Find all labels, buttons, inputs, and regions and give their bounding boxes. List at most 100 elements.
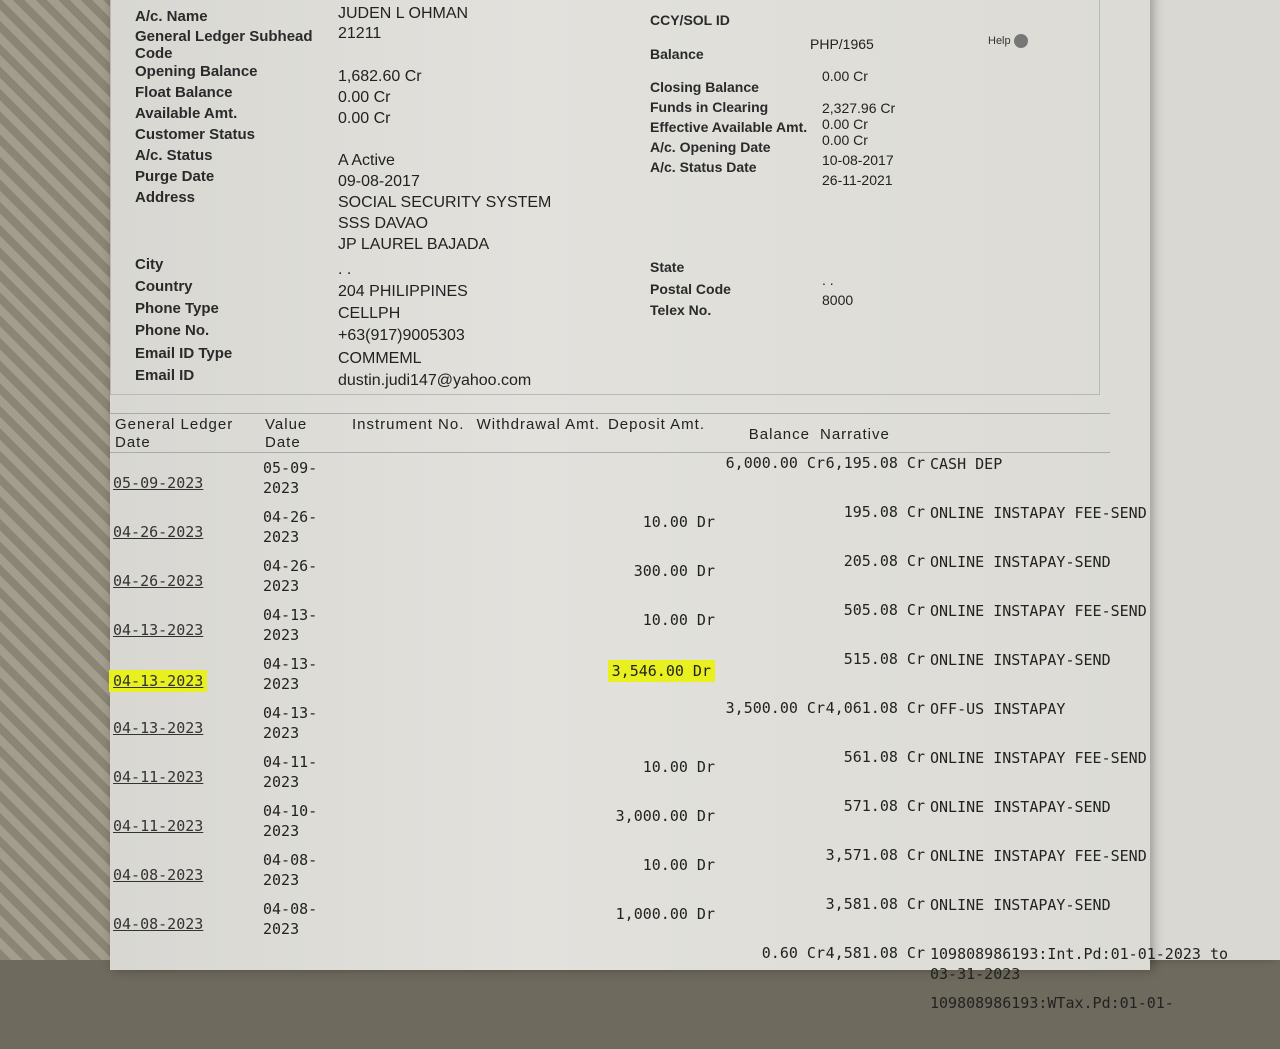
field-label: Opening Balance (135, 63, 258, 80)
field-value: PHP/1965 (810, 36, 874, 52)
field-label: CCY/SOL ID (650, 12, 730, 28)
field-value: dustin.judi147@yahoo.com (338, 372, 532, 389)
field-value: 1,682.60 Cr (338, 68, 422, 85)
field-value: 09-08-2017 (338, 173, 420, 190)
ledger-date-link[interactable]: 04-11-2023 (113, 817, 204, 835)
field-label: General Ledger Subhead Code (135, 28, 313, 62)
column-header: General Ledger Date (115, 416, 234, 451)
ledger-date-link[interactable]: 04-26-2023 (113, 523, 204, 541)
table-row: 04-26-2023 04-26-2023 300.00 Dr 205.08 Cr ON… (110, 552, 1111, 608)
field-value: 0.00 Cr (822, 68, 868, 84)
column-header: Balance (748, 426, 810, 443)
background-cloth (0, 0, 130, 960)
narrative: ONLINE INSTAPAY-SEND (930, 896, 1111, 914)
field-value: 0.00 Cr (822, 116, 868, 132)
field-value: 10-08-2017 (822, 152, 894, 168)
deposit-amount: 0.60 Cr (761, 944, 825, 962)
balance: 4,581.08 Cr (825, 944, 925, 962)
field-value: JP LAUREL BAJADA (338, 236, 490, 253)
balance: 515.08 Cr (843, 650, 925, 668)
withdrawal-amount: 1,000.00 Dr (615, 905, 715, 923)
field-label: Closing Balance (650, 79, 759, 95)
table-row: 04-13-2023 04-13-2023 3,500.00 Cr 4,061.08 … (110, 699, 1110, 755)
help-icon (1013, 34, 1028, 48)
narrative: ONLINE INSTAPAY FEE-SEND (930, 749, 1147, 767)
table-header: General Ledger Date Value Date Instrument … (110, 413, 1110, 453)
balance: 3,571.08 Cr (825, 846, 925, 864)
narrative: ONLINE INSTAPAY FEE-SEND (930, 504, 1147, 522)
field-value: 0.00 Cr (338, 110, 391, 127)
field-label: State (650, 259, 685, 275)
field-value: A Active (338, 152, 395, 169)
narrative: ONLINE INSTAPAY-SEND (930, 651, 1111, 669)
value-date: 04-26-2023 (263, 508, 318, 546)
value-date: 04-26-2023 (263, 557, 318, 595)
field-value: 204 PHILIPPINES (338, 283, 468, 300)
ledger-date-link[interactable]: 04-08-2023 (113, 915, 204, 933)
field-label: Phone Type (135, 300, 219, 317)
field-label: Phone No. (135, 322, 210, 339)
narrative: ONLINE INSTAPAY-SEND (930, 553, 1111, 571)
deposit-amount: 6,000.00 Cr (725, 454, 825, 472)
narrative: CASH DEP (930, 455, 1003, 473)
statement-page: Help A/c. Name JUDEN L OHMAN General Ledge… (109, 0, 1228, 1012)
balance: 205.08 Cr (843, 552, 925, 570)
narrative: 109808986193:Int.Pd:01-01-2023 to 03-31-… (930, 945, 1229, 983)
field-value: 26-11-2021 (822, 172, 893, 188)
field-value: . . (338, 261, 352, 278)
balance: 6,195.08 Cr (825, 454, 925, 472)
column-header: Value Date (265, 416, 308, 451)
table-row: 04-11-2023 04-11-2023 10.00 Dr 561.08 Cr ONL… (110, 748, 1147, 804)
table-row: 04-13-2023 04-13-2023 10.00 Dr 505.08 Cr ONL… (110, 601, 1147, 657)
field-value: 21211 (338, 25, 382, 42)
field-value: 2,327.96 Cr (822, 100, 896, 116)
ledger-date-link[interactable]: 04-08-2023 (113, 866, 204, 884)
ledger-date-link[interactable]: 04-13-2023 (113, 621, 204, 639)
ledger-date-link[interactable]: 04-26-2023 (113, 572, 204, 590)
field-label: Float Balance (135, 84, 233, 101)
ledger-date-link[interactable]: 04-13-2023 (113, 719, 204, 737)
deposit-amount: 3,500.00 Cr (725, 699, 825, 717)
withdrawal-amount: 10.00 Dr (642, 758, 715, 776)
value-date: 04-10-2023 (263, 802, 318, 840)
table-row: 04-08-2023 04-08-2023 1,000.00 Dr 3,581.08 … (110, 895, 1111, 951)
account-info-panel (110, 0, 1100, 395)
value-date: 04-11-2023 (263, 753, 318, 791)
balance: 505.08 Cr (843, 601, 925, 619)
value-date: 04-13-2023 (263, 704, 318, 742)
field-value: . . (822, 272, 834, 288)
field-label: City (135, 256, 164, 273)
field-value: +63(917)9005303 (338, 327, 465, 344)
field-label: Address (135, 189, 196, 206)
value-date: 04-08-2023 (263, 900, 318, 938)
withdrawal-amount: 300.00 Dr (633, 562, 715, 580)
field-value: COMMEML (338, 350, 422, 367)
column-header: Withdrawal Amt. (476, 416, 600, 433)
narrative: 109808986193:WTax.Pd:01-01- (930, 994, 1174, 1012)
narrative: ONLINE INSTAPAY FEE-SEND (930, 847, 1147, 865)
withdrawal-amount: 10.00 Dr (642, 856, 715, 874)
value-date: 04-08-2023 (263, 851, 318, 889)
field-label: Postal Code (650, 281, 731, 297)
field-label: A/c. Name (135, 8, 208, 25)
withdrawal-amount: 10.00 Dr (642, 611, 715, 629)
column-header: Narrative (820, 426, 890, 443)
field-label: Email ID Type (135, 345, 233, 362)
table-row: 04-08-2023 04-08-2023 10.00 Dr 3,571.08 Cr O… (110, 846, 1147, 902)
ledger-date-link[interactable]: 04-13-2023 (109, 670, 208, 692)
value-date: 04-13-2023 (263, 606, 318, 644)
field-value: SOCIAL SECURITY SYSTEM (338, 194, 552, 211)
field-label: A/c. Opening Date (650, 139, 771, 155)
withdrawal-amount: 3,546.00 Dr (607, 660, 715, 682)
column-header: Deposit Amt. (607, 416, 705, 433)
value-date: 05-09-2023 (263, 459, 318, 497)
help-link[interactable]: Help (988, 34, 1028, 48)
withdrawal-amount: 3,000.00 Dr (615, 807, 715, 825)
table-row: 109808986193:WTax.Pd:01-01- (110, 994, 1174, 1049)
value-date: 04-13-2023 (263, 655, 318, 693)
field-value: 0.00 Cr (822, 132, 868, 148)
field-label: Balance (650, 46, 704, 62)
ledger-date-link[interactable]: 04-11-2023 (113, 768, 204, 786)
ledger-date-link[interactable]: 05-09-2023 (113, 474, 204, 492)
balance: 561.08 Cr (843, 748, 925, 766)
